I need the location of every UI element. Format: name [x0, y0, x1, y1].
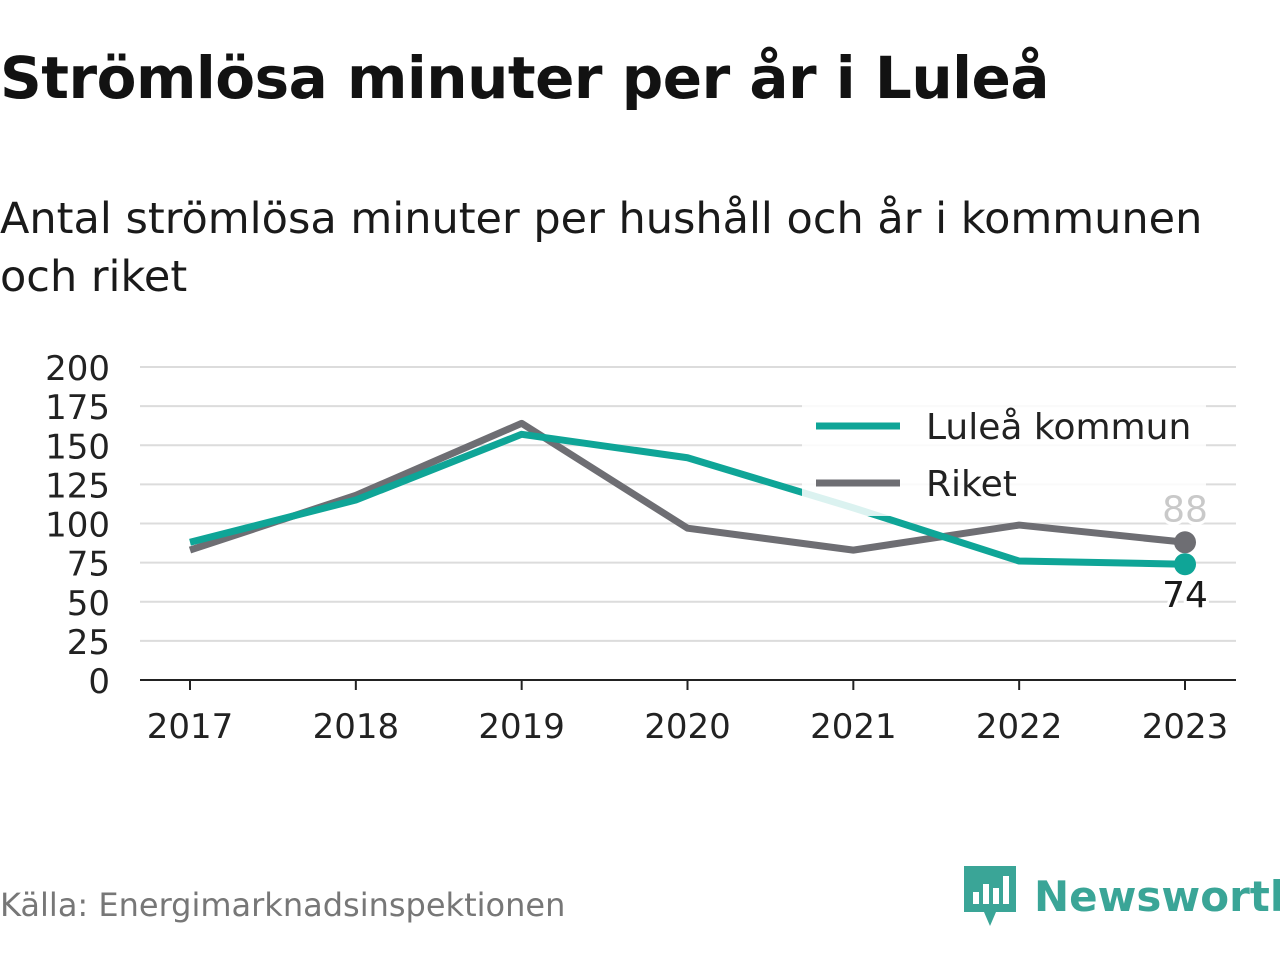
- chart-subtitle: Antal strömlösa minuter per hushåll och …: [0, 194, 1203, 302]
- legend-background: [802, 398, 1206, 516]
- series-line-lule-kommun: [189, 430, 1186, 568]
- newsworthy-logo-icon: [964, 866, 1016, 926]
- y-tick-label: 100: [45, 506, 110, 546]
- x-tick-label: 2018: [313, 707, 400, 747]
- end-label-riket: 88: [1162, 489, 1208, 530]
- legend-label-lule-kommun: Luleå kommun: [926, 407, 1191, 448]
- legend-label-riket: Riket: [926, 464, 1017, 505]
- end-point-lule-kommun: [1174, 553, 1196, 576]
- end-point-riket: [1174, 531, 1196, 554]
- x-tick-label: 2022: [976, 707, 1063, 747]
- x-tick-label: 2017: [147, 707, 234, 747]
- brand-name: Newsworthy: [1034, 871, 1280, 921]
- y-tick-label: 125: [45, 466, 110, 506]
- y-tick-label: 175: [45, 388, 110, 428]
- y-tick-label: 0: [88, 662, 110, 702]
- x-tick-label: 2019: [478, 707, 565, 747]
- y-tick-label: 25: [67, 623, 110, 663]
- y-tick-label: 200: [45, 349, 110, 389]
- x-tick-label: 2020: [644, 707, 731, 747]
- chart-title: Strömlösa minuter per år i Luleå: [0, 44, 1050, 112]
- series-line-riket: [188, 419, 1186, 554]
- end-label-lule-kommun: 74: [1162, 575, 1208, 616]
- x-tick-label: 2021: [810, 707, 897, 747]
- source-note: Källa: Energimarknadsinspektionen: [0, 886, 566, 924]
- y-tick-label: 150: [45, 427, 110, 467]
- brand-logo[interactable]: Newsworthy: [964, 866, 1280, 926]
- y-tick-label: 75: [67, 545, 110, 585]
- y-tick-label: 50: [67, 584, 110, 624]
- x-tick-label: 2023: [1142, 707, 1229, 747]
